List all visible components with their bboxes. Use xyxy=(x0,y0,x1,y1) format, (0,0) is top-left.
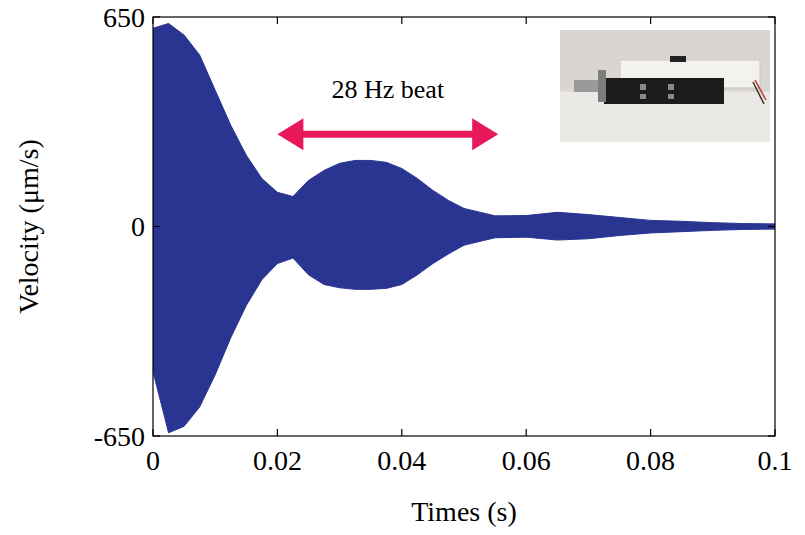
x-tick-top xyxy=(774,17,775,24)
y-axis-title: Velocity (μm/s) xyxy=(13,139,44,313)
x-tick-top xyxy=(277,17,278,24)
x-tick xyxy=(152,429,153,436)
x-tick-label: 0.04 xyxy=(377,445,426,476)
y-tick-label: 650 xyxy=(103,2,145,33)
y-tick-right xyxy=(768,226,775,227)
y-tick-label: -650 xyxy=(94,421,145,452)
x-tick xyxy=(277,429,278,436)
x-tick-label: 0.02 xyxy=(253,445,302,476)
velocity-area xyxy=(153,227,775,433)
data-group xyxy=(153,23,775,432)
x-tick-top xyxy=(526,17,527,24)
y-tick xyxy=(153,435,160,436)
chart: 00.020.040.060.080.1-6500650Times (s)Vel… xyxy=(0,0,805,535)
x-tick-top xyxy=(650,17,651,24)
y-tick-right xyxy=(768,435,775,436)
annotation-text: 28 Hz beat xyxy=(331,75,444,104)
x-tick-top xyxy=(401,17,402,24)
x-tick-top xyxy=(152,17,153,24)
x-axis-title: Times (s) xyxy=(411,496,517,527)
plot-frame xyxy=(153,17,775,436)
x-tick xyxy=(774,429,775,436)
x-tick-label: 0.06 xyxy=(502,445,551,476)
annotation-arrowhead xyxy=(277,118,303,150)
annotation-arrow xyxy=(301,131,474,138)
x-tick xyxy=(526,429,527,436)
plot-area xyxy=(153,17,775,436)
y-tick-right xyxy=(768,16,775,17)
annotation-arrowhead xyxy=(472,118,498,150)
x-tick-label: 0 xyxy=(146,445,160,476)
y-tick xyxy=(153,226,160,227)
y-tick xyxy=(153,16,160,17)
y-tick-label: 0 xyxy=(131,211,145,242)
x-tick-label: 0.08 xyxy=(626,445,675,476)
inset-photo xyxy=(560,30,770,142)
velocity-area xyxy=(153,23,775,226)
x-tick xyxy=(650,429,651,436)
x-tick-label: 0.1 xyxy=(758,445,793,476)
x-tick xyxy=(401,429,402,436)
